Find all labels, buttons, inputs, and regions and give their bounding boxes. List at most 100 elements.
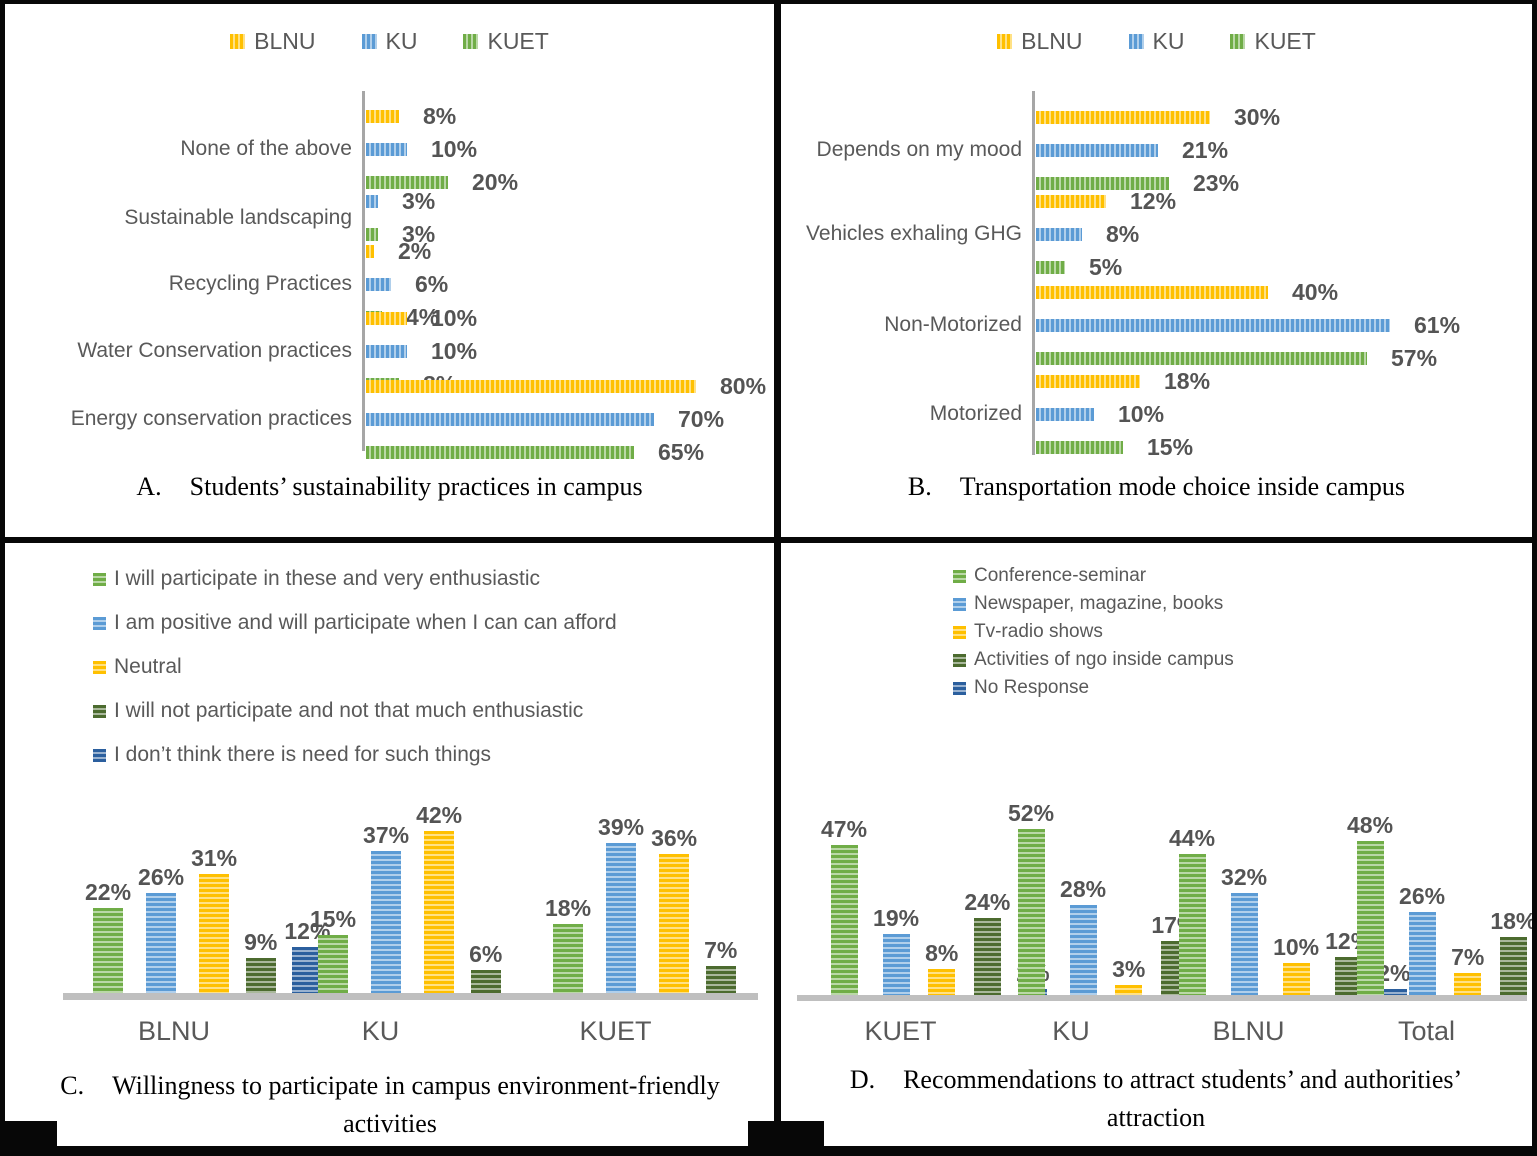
value-label: 3% <box>402 188 436 214</box>
legend-label: I will participate in these and very ent… <box>114 567 541 590</box>
bar <box>470 970 501 993</box>
caption-letter: D. <box>849 1065 876 1094</box>
bar-column: 10% <box>1273 934 1319 995</box>
bar-row: 2% <box>366 238 448 265</box>
bar <box>366 195 378 208</box>
bar <box>606 843 637 993</box>
bar <box>1036 375 1140 388</box>
bar-row: 8% <box>366 103 518 130</box>
bar-row: 61% <box>1036 312 1460 339</box>
border-top <box>0 0 1537 4</box>
bar <box>1380 989 1408 995</box>
legend-label: I will not participate and not that much… <box>114 699 584 722</box>
legend-item: I will participate in these and very ent… <box>93 567 617 591</box>
legend-swatch <box>1230 34 1246 49</box>
category-group: 48%26%7%18%2% <box>1347 812 1537 995</box>
bar <box>199 874 230 993</box>
value-label: 70% <box>678 406 725 432</box>
category-label: Motorized <box>929 402 1022 426</box>
bar <box>366 446 634 459</box>
bar-column: 7% <box>1451 944 1484 995</box>
group-label: KUET <box>864 1016 937 1046</box>
bar-row: 40% <box>1036 279 1460 306</box>
bar <box>366 312 407 325</box>
bar-stack: 80% 70% 65% <box>366 373 766 466</box>
value-label: 7% <box>704 937 738 963</box>
value-label: 10% <box>1273 934 1320 960</box>
panel-chart-C: I will participate in these and very ent… <box>5 543 774 1138</box>
caption-C: C. Willingness to participate in campus e… <box>55 1067 725 1142</box>
legend-item: Neutral <box>93 655 617 679</box>
legend-item: I am positive and will participate when … <box>93 611 617 635</box>
border-right <box>1532 0 1537 1156</box>
legend-swatch <box>997 34 1013 49</box>
group-label: KU <box>361 1016 400 1046</box>
bar-stack: 8% 10% 20% <box>366 103 518 196</box>
value-label: 47% <box>821 816 868 842</box>
bar-stack: 12% 8% 5% <box>1036 188 1176 281</box>
bar <box>366 110 399 123</box>
group-label: BLNU <box>137 1016 211 1046</box>
value-label: 39% <box>598 814 645 840</box>
legend-swatch <box>953 681 966 695</box>
panel-chart-B: BLNU KU KUET Depends on my mood 30% 21% 23% Ve… <box>781 4 1532 537</box>
category-group: Energy conservation practices 80% 70% 65% <box>5 373 766 466</box>
bar-stack: 30% 21% 23% <box>1036 104 1280 197</box>
caption-text: Willingness to participate in campus env… <box>112 1071 720 1138</box>
bar <box>1036 352 1367 365</box>
legend-item: Activities of ngo inside campus <box>953 649 1234 671</box>
bar-row: 6% <box>366 271 448 298</box>
value-label: 15% <box>1147 434 1194 460</box>
bar-row: 20% <box>366 169 518 196</box>
legend-label: I am positive and will participate when … <box>114 611 617 634</box>
bar <box>1230 893 1258 995</box>
value-label: 42% <box>416 802 463 828</box>
axis-line <box>362 91 365 451</box>
bar-column: 18% <box>1490 908 1536 995</box>
value-label: 2% <box>398 238 432 264</box>
value-label: 48% <box>1347 812 1394 838</box>
legend-swatch <box>93 704 106 718</box>
value-label: 30% <box>1234 104 1281 130</box>
legend-item: No Response <box>953 677 1234 699</box>
category-group: Non-Motorized 40% 61% 57% <box>781 279 1460 372</box>
bar <box>292 947 323 993</box>
legend-item: Conference-seminar <box>953 565 1234 587</box>
legend-item: I will not participate and not that much… <box>93 699 617 723</box>
bar-row: 10% <box>366 136 518 163</box>
bar-column: 47% <box>821 816 867 995</box>
legend-swatch <box>463 34 479 49</box>
legend-item-KUET: KUET <box>463 28 549 55</box>
value-label: 4% <box>406 304 440 330</box>
bar-column: 15% <box>310 906 356 993</box>
legend-label: KU <box>385 28 418 54</box>
category-label: Sustainable landscaping <box>124 205 352 229</box>
value-label: 61% <box>1414 312 1461 338</box>
bar <box>1069 905 1097 995</box>
caption-letter: B. <box>907 472 932 501</box>
panel-divider-horizontal <box>0 537 1537 543</box>
caption-B: B. Transportation mode choice inside camp… <box>781 468 1532 506</box>
value-label: 8% <box>423 103 457 129</box>
legend-swatch <box>93 748 106 762</box>
value-label: 3% <box>402 221 436 247</box>
bar <box>830 845 858 995</box>
caption-text: Transportation mode choice inside campus <box>959 472 1406 501</box>
value-label: 10% <box>431 305 478 331</box>
bar-row: 8% <box>1036 221 1176 248</box>
bar-column: 28% <box>1060 876 1106 995</box>
legend-item-KUET: KUET <box>1230 28 1316 55</box>
legend-label: BLNU <box>254 28 316 54</box>
value-label: 6% <box>415 271 449 297</box>
bar <box>366 245 374 258</box>
legend-swatch <box>953 653 966 667</box>
legend-label: KU <box>1152 28 1185 54</box>
value-label: 12% <box>1130 188 1177 214</box>
legend-swatch <box>93 616 106 630</box>
border-bottom <box>0 1146 1537 1156</box>
bar-row: 80% <box>366 373 766 400</box>
category-label: Depends on my mood <box>816 138 1022 162</box>
caption-A: A. Students’ sustainability practices in … <box>5 468 774 506</box>
category-group: None of the above 8% 10% 20% <box>5 103 518 196</box>
bar-column: 7% <box>704 937 737 993</box>
